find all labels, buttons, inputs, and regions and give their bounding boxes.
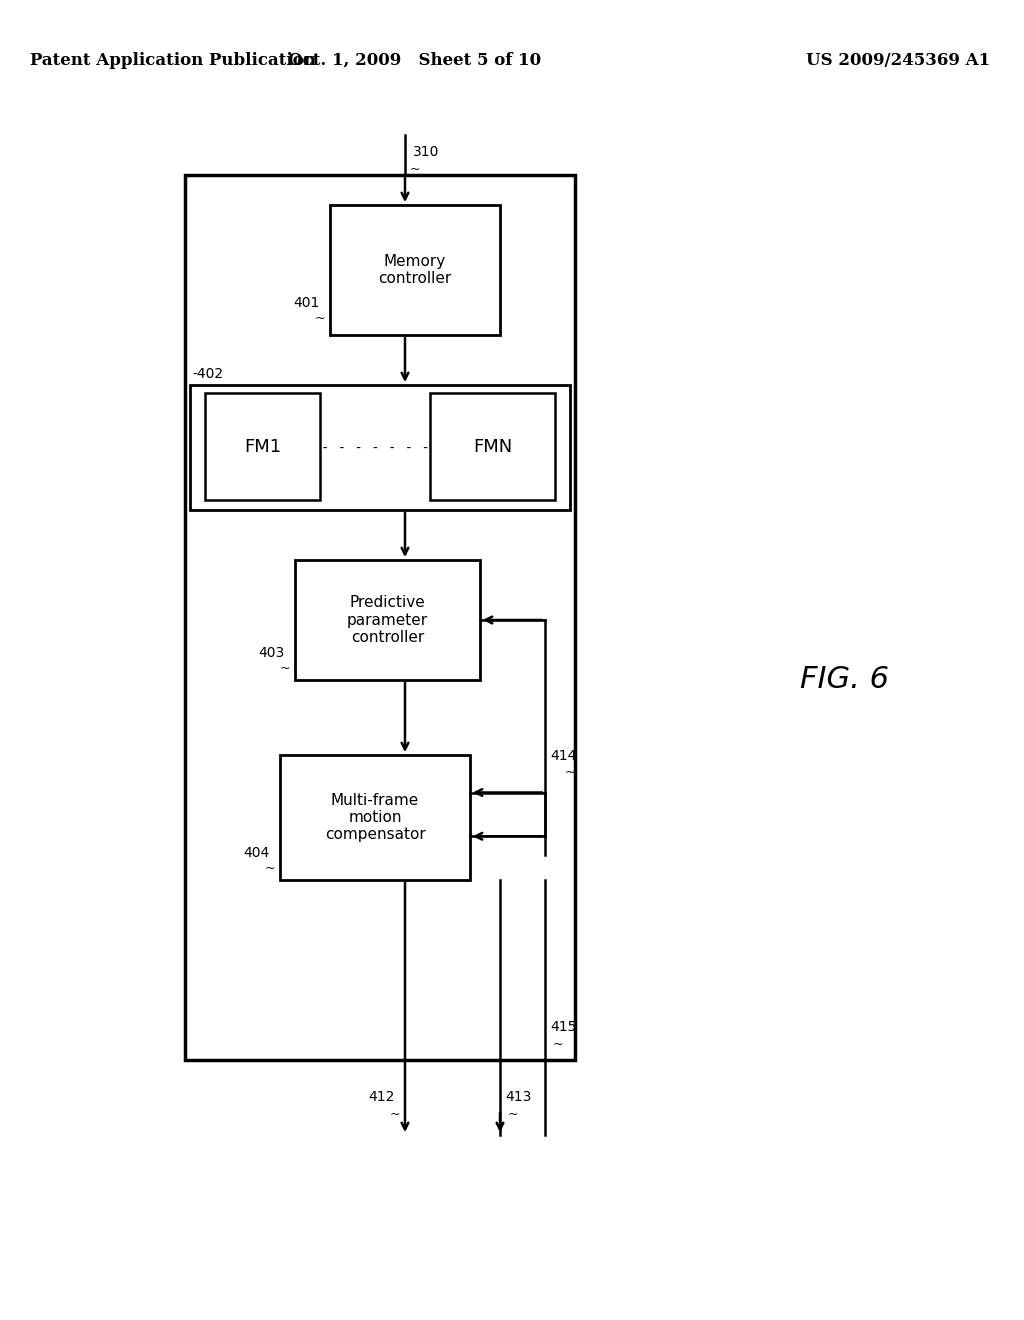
Text: ~: ~: [314, 312, 325, 325]
Text: 415: 415: [550, 1020, 577, 1034]
Text: Memory
controller: Memory controller: [379, 253, 452, 286]
Text: FIG. 6: FIG. 6: [800, 665, 889, 694]
Text: 404: 404: [244, 846, 270, 861]
Text: 401: 401: [294, 296, 319, 310]
Text: 403: 403: [259, 645, 285, 660]
Text: - - - - - - -: - - - - - - -: [321, 441, 429, 454]
Text: ~: ~: [264, 862, 275, 875]
Text: 310: 310: [413, 145, 439, 158]
Bar: [190, 385, 570, 510]
Text: Predictive
parameter
controller: Predictive parameter controller: [347, 595, 428, 645]
Text: ~: ~: [508, 1107, 518, 1121]
Text: ~: ~: [280, 663, 290, 675]
Text: ~: ~: [389, 1107, 400, 1121]
Text: FM1: FM1: [244, 437, 281, 455]
Text: 412: 412: [369, 1090, 395, 1104]
Text: ~: ~: [553, 1038, 563, 1051]
Bar: [280, 755, 470, 880]
Text: FMN: FMN: [473, 437, 512, 455]
Text: 413: 413: [505, 1090, 531, 1104]
Bar: [430, 393, 555, 500]
Text: ~: ~: [565, 766, 575, 779]
Text: 414: 414: [550, 748, 577, 763]
Bar: [295, 560, 480, 680]
Bar: [205, 393, 319, 500]
Bar: [330, 205, 500, 335]
Text: Oct. 1, 2009   Sheet 5 of 10: Oct. 1, 2009 Sheet 5 of 10: [289, 51, 542, 69]
Text: US 2009/245369 A1: US 2009/245369 A1: [806, 51, 990, 69]
Text: ~: ~: [410, 162, 421, 176]
Text: Multi-frame
motion
compensator: Multi-frame motion compensator: [325, 792, 425, 842]
Text: -402: -402: [193, 367, 223, 381]
Bar: [185, 176, 575, 1060]
Text: Patent Application Publication: Patent Application Publication: [30, 51, 315, 69]
